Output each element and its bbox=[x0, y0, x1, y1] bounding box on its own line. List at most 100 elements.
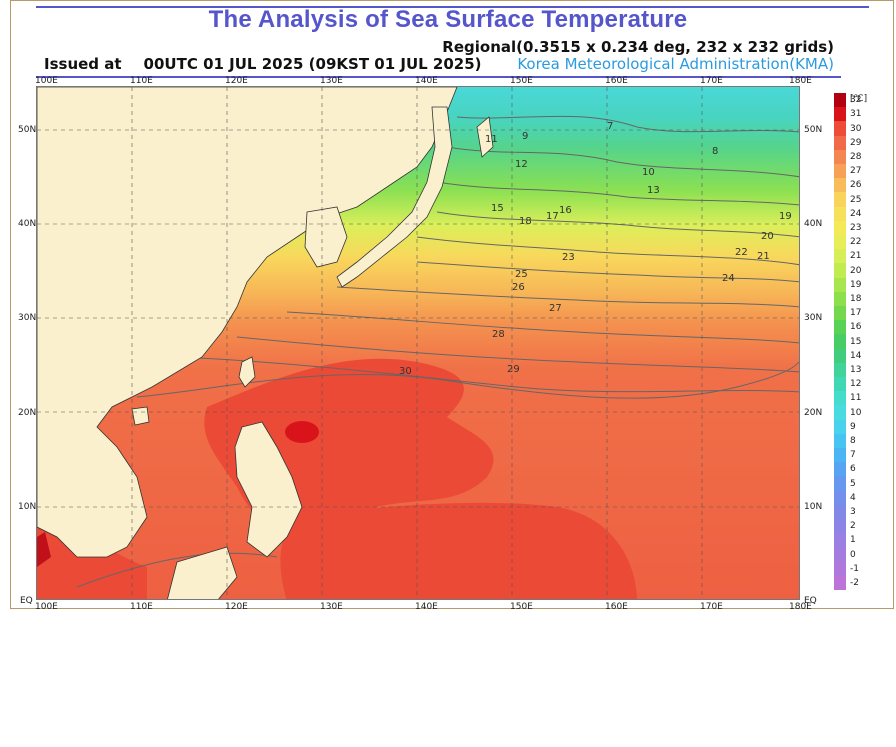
contour-label-17: 17 bbox=[546, 211, 559, 222]
contour-label-13: 13 bbox=[647, 185, 660, 196]
x-tick-bottom-130e: 130E bbox=[320, 602, 343, 612]
contour-label-20: 20 bbox=[761, 231, 774, 242]
colorbar-segment bbox=[834, 490, 846, 506]
contour-label-22: 22 bbox=[735, 247, 748, 258]
colorbar-segment bbox=[834, 504, 846, 520]
colorbar-level-label: 6 bbox=[850, 464, 856, 475]
land bbox=[37, 87, 494, 599]
colorbar-segment bbox=[834, 121, 846, 137]
colorbar-level-label: 10 bbox=[850, 407, 862, 418]
x-tick-top-130e: 130E bbox=[320, 76, 343, 86]
contour-label-10: 10 bbox=[642, 167, 655, 178]
colorbar-level-label: 26 bbox=[850, 180, 862, 191]
colorbar-unit: [℃] bbox=[850, 94, 868, 104]
colorbar-segment bbox=[834, 476, 846, 492]
title-rule bbox=[36, 6, 869, 8]
y-tick-left-40n: 40N bbox=[18, 219, 37, 229]
colorbar-level-label: 7 bbox=[850, 450, 856, 461]
colorbar-level-label: 17 bbox=[850, 308, 862, 319]
y-tick-right-10n: 10N bbox=[804, 502, 823, 512]
contour-label-8: 8 bbox=[712, 146, 718, 157]
graticule bbox=[37, 87, 799, 599]
issued-time: 00UTC 01 JUL 2025 (09KST 01 JUL 2025) bbox=[143, 55, 482, 73]
x-tick-top-170e: 170E bbox=[700, 76, 723, 86]
x-tick-top-140e: 140E bbox=[415, 76, 438, 86]
colorbar-segment bbox=[834, 206, 846, 222]
japan bbox=[336, 106, 453, 288]
colorbar-level-label: 12 bbox=[850, 379, 862, 390]
hot-spot bbox=[285, 421, 319, 443]
colorbar-segment bbox=[834, 306, 846, 321]
issued-label: Issued at bbox=[44, 55, 122, 73]
contour-label-12: 12 bbox=[515, 159, 528, 170]
colorbar-segment bbox=[834, 433, 846, 449]
page-title: The Analysis of Sea Surface Temperature bbox=[208, 6, 688, 33]
colorbar-level-label: 0 bbox=[850, 549, 856, 560]
hainan bbox=[131, 406, 150, 426]
issued-line: Issued at 00UTC 01 JUL 2025 (09KST 01 JUL… bbox=[44, 55, 482, 73]
y-tick-left-50n: 50N bbox=[18, 125, 37, 135]
contour-label-21: 21 bbox=[757, 251, 770, 262]
colorbar-level-label: 28 bbox=[850, 151, 862, 162]
isotherm-contours bbox=[76, 115, 799, 588]
x-tick-top-150e: 150E bbox=[510, 76, 533, 86]
colorbar-segment bbox=[834, 291, 846, 307]
contour-label-28: 28 bbox=[492, 329, 505, 340]
y-tick-left-20n: 20N bbox=[18, 408, 37, 418]
philippines bbox=[234, 421, 303, 558]
contour-label-15: 15 bbox=[491, 203, 504, 214]
colorbar-level-label: 9 bbox=[850, 421, 856, 432]
colorbar-segment bbox=[834, 164, 846, 179]
colorbar-level-label: 18 bbox=[850, 293, 862, 304]
contour-label-30: 30 bbox=[399, 366, 412, 377]
colorbar-segment bbox=[834, 575, 846, 591]
colorbar-segment bbox=[834, 448, 846, 463]
y-tick-left-eq: EQ bbox=[20, 596, 33, 606]
colorbar-segment bbox=[834, 348, 846, 364]
korean-peninsula bbox=[304, 206, 348, 268]
colorbar-segment bbox=[834, 220, 846, 236]
colorbar-level-label: 24 bbox=[850, 208, 862, 219]
contour-labels: 7 8 9 10 11 12 13 15 16 17 18 19 20 21 2… bbox=[399, 121, 792, 377]
x-tick-bottom-180e: 180E bbox=[789, 602, 812, 612]
colorbar-level-label: 30 bbox=[850, 123, 862, 134]
colorbar-segment bbox=[834, 362, 846, 378]
warm-pool-south bbox=[280, 502, 637, 599]
contour-label-25: 25 bbox=[515, 269, 528, 280]
colorbar-level-label: 32 bbox=[850, 95, 862, 106]
x-tick-bottom-110e: 110E bbox=[130, 602, 153, 612]
x-tick-top-110e: 110E bbox=[130, 76, 153, 86]
contour-label-9: 9 bbox=[522, 131, 528, 142]
x-tick-top-160e: 160E bbox=[605, 76, 628, 86]
y-tick-right-50n: 50N bbox=[804, 125, 823, 135]
y-tick-right-30n: 30N bbox=[804, 313, 823, 323]
x-tick-top-180e: 180E bbox=[789, 76, 812, 86]
taiwan bbox=[238, 356, 256, 388]
colorbar-segment bbox=[834, 519, 846, 534]
colorbar-level-label: 25 bbox=[850, 194, 862, 205]
colorbar-level-label: 2 bbox=[850, 521, 856, 532]
agency-label: Korea Meteorological Administration(KMA) bbox=[517, 55, 834, 73]
colorbar-level-label: -2 bbox=[850, 577, 859, 588]
x-tick-bottom-140e: 140E bbox=[415, 602, 438, 612]
contour-label-27: 27 bbox=[549, 303, 562, 314]
y-tick-right-20n: 20N bbox=[804, 408, 823, 418]
colorbar-level-label: 21 bbox=[850, 251, 862, 262]
x-tick-bottom-160e: 160E bbox=[605, 602, 628, 612]
colorbar-level-label: 27 bbox=[850, 166, 862, 177]
y-tick-right-40n: 40N bbox=[804, 219, 823, 229]
contour-label-16: 16 bbox=[559, 205, 572, 216]
kuril-islands bbox=[476, 116, 494, 158]
x-tick-bottom-100e: 100E bbox=[35, 602, 58, 612]
colorbar-level-label: 20 bbox=[850, 265, 862, 276]
x-tick-top-120e: 120E bbox=[225, 76, 248, 86]
y-tick-right-eq: EQ bbox=[804, 596, 817, 606]
colorbar-level-label: 31 bbox=[850, 109, 862, 120]
colorbar-level-label: 14 bbox=[850, 350, 862, 361]
colorbar-segment bbox=[834, 377, 846, 392]
colorbar-segment bbox=[834, 533, 846, 548]
colorbar-level-label: 22 bbox=[850, 237, 862, 248]
colorbar-segment bbox=[834, 561, 846, 577]
sst-map: 7 8 9 10 11 12 13 15 16 17 18 19 20 21 2… bbox=[36, 86, 800, 600]
colorbar-segment bbox=[834, 547, 846, 563]
